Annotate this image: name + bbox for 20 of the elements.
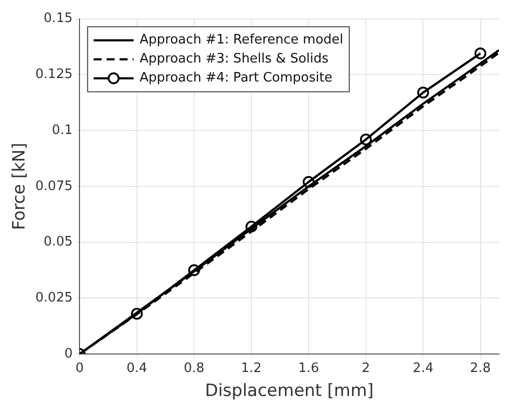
legend-label: Approach #1: Reference model: [140, 32, 344, 48]
x-tick-label: 1.2: [241, 361, 262, 376]
x-tick-label: 1.6: [298, 361, 319, 376]
x-tick-label: 2.4: [412, 361, 434, 376]
x-tick-label: 2.8: [470, 361, 491, 376]
y-tick-label: 0.075: [35, 178, 73, 194]
x-axis-title: Displacement [mm]: [204, 381, 374, 402]
x-tick-label: 0.4: [126, 361, 148, 376]
x-tick-label: 0.8: [184, 361, 204, 376]
y-tick-label: 0.05: [44, 234, 73, 250]
y-tick-label: 0: [64, 346, 73, 362]
y-tick-label: 0.025: [35, 290, 73, 306]
x-tick-label: 2: [362, 361, 370, 376]
y-tick-label: 0.15: [44, 11, 73, 26]
x-tick-label: 0: [75, 361, 84, 376]
y-tick-label: 0.1: [52, 122, 73, 138]
legend-label: Approach #3: Shells & Solids: [140, 52, 329, 67]
legend-label: Approach #4: Part Composite: [140, 70, 332, 86]
y-axis-title: Force [kN]: [10, 142, 30, 230]
y-tick-label: 0.125: [35, 67, 73, 82]
